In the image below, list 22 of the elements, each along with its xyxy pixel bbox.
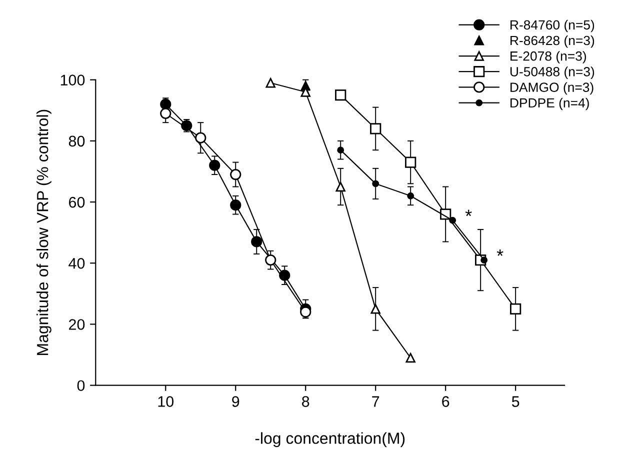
x-tick-label: 5 <box>512 396 520 407</box>
x-tick-label: 7 <box>372 396 380 407</box>
annotation: * <box>496 250 504 256</box>
x-tick-label: 8 <box>302 396 310 407</box>
legend-label: DAMGO (n=3) <box>510 82 594 95</box>
y-tick-label: 60 <box>69 196 85 208</box>
x-axis-title: -log concentration(M) <box>255 432 405 448</box>
x-tick-label: 10 <box>158 396 174 407</box>
y-tick-label: 20 <box>68 319 85 330</box>
legend-label: DPDPE (n=4) <box>510 98 589 110</box>
annotation: * <box>465 210 472 216</box>
x-tick-label: 6 <box>442 396 450 407</box>
legend-label: U-50488 (n=3) <box>510 66 594 79</box>
x-tick-label: 9 <box>232 396 240 407</box>
y-tick-label: 100 <box>60 74 85 86</box>
legend-label: R-84760 (n=5) <box>510 20 594 32</box>
y-tick-label: 0 <box>77 380 85 392</box>
legend-label: R-86428 (n=3) <box>510 35 594 48</box>
legend-label: E-2078 (n=3) <box>510 51 586 64</box>
y-tick-label: 40 <box>68 258 85 269</box>
y-tick-label: 80 <box>68 136 85 147</box>
y-axis-title: Magnitude of slow VRP (% control) <box>36 110 52 355</box>
